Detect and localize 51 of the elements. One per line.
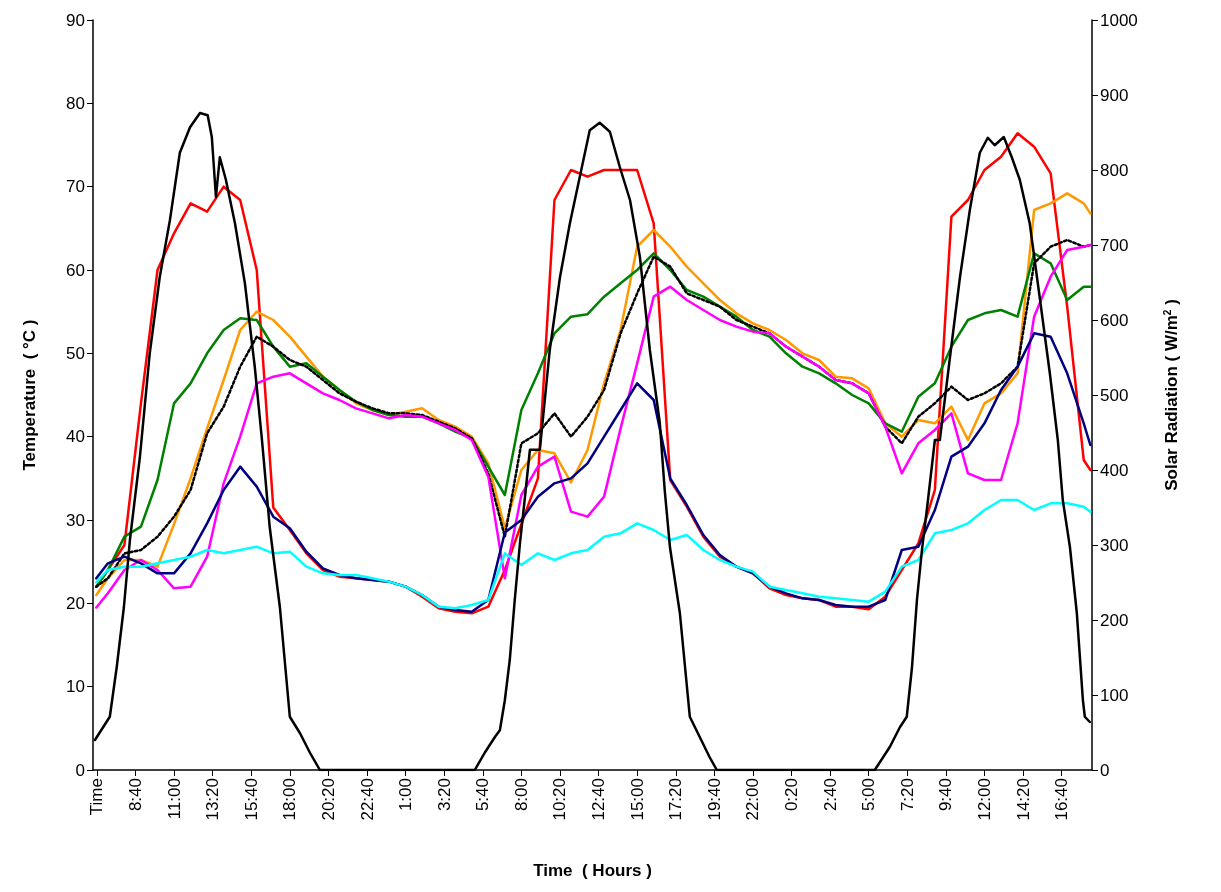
- x-tick-label: 5:40: [473, 778, 493, 812]
- y2-tick-label: 500: [1100, 385, 1129, 405]
- x-tick-label: 0:20: [782, 778, 802, 812]
- y2-tick-label: 200: [1100, 610, 1129, 630]
- x-tick-label: 18:00: [280, 778, 300, 821]
- y2-tick-label: 900: [1100, 85, 1129, 105]
- y-tick-label: 90: [66, 10, 85, 30]
- x-tick-label: 5:00: [859, 778, 879, 812]
- x-tick-label: 22:40: [357, 778, 377, 821]
- x-tick-label: 3:20: [434, 778, 454, 812]
- x-tick-label: 12:00: [974, 778, 994, 821]
- y-tick-label: 60: [66, 260, 85, 280]
- x-tick-label: Time: [87, 778, 107, 816]
- x-tick-label: 12:40: [589, 778, 609, 821]
- y-tick-label: 70: [66, 177, 85, 197]
- x-tick-label: 15:40: [241, 778, 261, 821]
- x-tick-label: 20:20: [318, 778, 338, 821]
- x-tick-label: 19:40: [704, 778, 724, 821]
- y-tick-label: 40: [66, 427, 85, 447]
- y2-tick-label: 0: [1100, 760, 1110, 780]
- x-tick-label: 1:00: [396, 778, 416, 812]
- x-tick-label: 15:00: [627, 778, 647, 821]
- y-tick-label: 50: [66, 343, 85, 363]
- y2-tick-label: 300: [1100, 535, 1129, 555]
- x-tick-label: 22:00: [743, 778, 763, 821]
- y-tick-label: 20: [66, 593, 85, 613]
- x-tick-label: 9:40: [936, 778, 956, 812]
- y2-tick-label: 700: [1100, 235, 1129, 255]
- y-tick-label: 80: [66, 93, 85, 113]
- y2-tick-label: 400: [1100, 460, 1129, 480]
- y-tick-label: 30: [66, 510, 85, 530]
- x-tick-label: 11:00: [164, 778, 184, 820]
- x-tick-label: 8:00: [511, 778, 531, 812]
- y-axis-title: Temperature ( °C ): [20, 319, 39, 471]
- x-tick-label: 7:20: [897, 778, 917, 812]
- x-tick-label: 8:40: [125, 778, 145, 812]
- y2-tick-label: 800: [1100, 160, 1129, 180]
- x-tick-label: 14:20: [1013, 778, 1033, 821]
- x-tick-label: 16:40: [1052, 778, 1072, 821]
- x-tick-label: 10:20: [550, 778, 570, 821]
- x-axis-title: Time ( Hours ): [533, 861, 652, 880]
- y2-tick-label: 600: [1100, 310, 1129, 330]
- x-tick-label: 13:20: [203, 778, 223, 821]
- x-tick-label: 17:20: [666, 778, 686, 821]
- y2-axis-title: Solar Radiation ( W/m2 ): [1161, 299, 1181, 491]
- y-tick-label: 10: [66, 677, 85, 697]
- y2-tick-label: 1000: [1100, 10, 1138, 30]
- line-series: [95, 498, 1092, 610]
- x-tick-label: 2:40: [820, 778, 840, 812]
- y2-tick-label: 100: [1100, 685, 1129, 705]
- y-tick-label: 0: [75, 760, 85, 780]
